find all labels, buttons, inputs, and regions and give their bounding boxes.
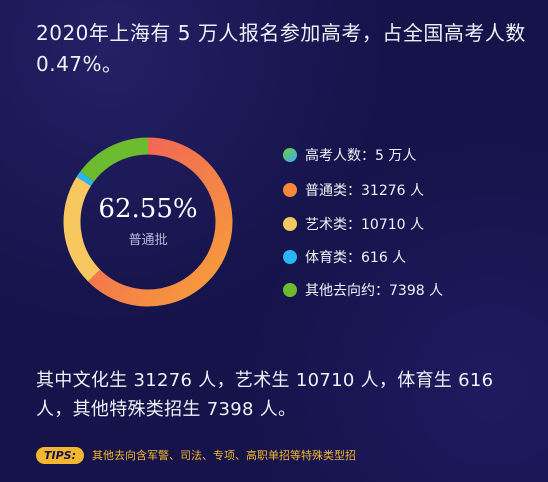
tips-bar: TIPS: 其他去向含军警、司法、专项、高职单招等特殊类型招: [36, 444, 356, 466]
summary-text: 其中文化生 31276 人，艺术生 10710 人，体育生 616 人，其他特殊…: [36, 370, 494, 420]
legend-dot-sports: [283, 250, 297, 264]
donut-center-value: 62.55%: [98, 194, 198, 224]
donut-center-label: 普通批: [128, 233, 168, 248]
headline: 2020年上海有 5 万人报名参加高考，占全国高考人数 0.47%。: [36, 21, 526, 76]
legend-item-other: 其他去向约：7398 人: [283, 277, 443, 303]
legend-label-other: 其他去向约：7398 人: [305, 283, 444, 299]
legend-dot-regular: [283, 183, 297, 197]
legend-dot-art: [283, 217, 297, 231]
legend-item-total: 高考人数：5 万人: [283, 142, 416, 168]
tips-text: 其他去向含军警、司法、专项、高职单招等特殊类型招: [91, 449, 356, 462]
legend-label-regular: 普通类：31276 人: [305, 183, 424, 199]
tips-badge: TIPS:: [36, 446, 84, 464]
donut-slices: [63, 137, 233, 307]
slice-other: [80, 137, 149, 182]
legend-item-regular: 普通类：31276 人: [283, 177, 424, 203]
legend-dot-total: [283, 148, 297, 162]
legend-item-sports: 体育类：616 人: [283, 244, 406, 270]
legend-item-art: 艺术类：10710 人: [283, 211, 424, 237]
legend-label-total: 高考人数：5 万人: [305, 148, 417, 164]
slice-sports: [76, 171, 94, 186]
legend-label-art: 艺术类：10710 人: [305, 217, 424, 233]
slice-art: [63, 176, 101, 282]
legend-dot-other: [283, 283, 297, 297]
legend-label-sports: 体育类：616 人: [305, 250, 407, 266]
slice-regular: [88, 137, 233, 307]
